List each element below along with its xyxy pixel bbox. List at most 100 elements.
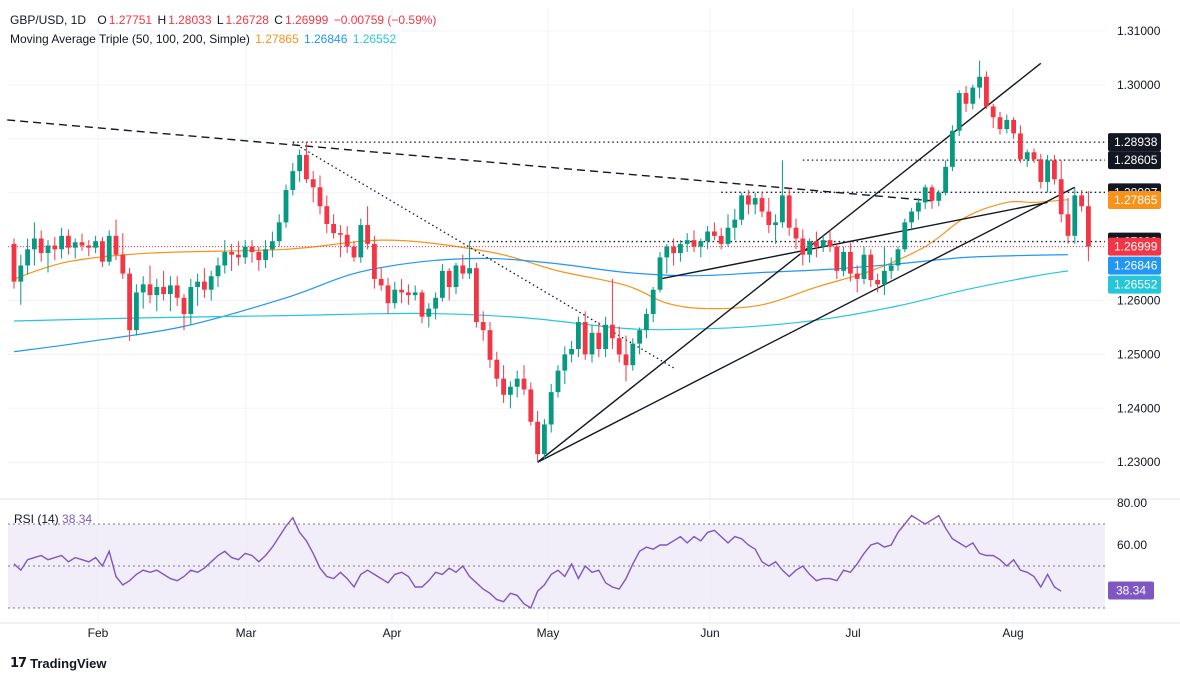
change-value: −0.00759 (−0.59%) (333, 13, 437, 27)
candle-body (25, 249, 30, 266)
candle-body (956, 92, 962, 131)
candle (1031, 148, 1037, 164)
tradingview-logo[interactable]: 17 TradingView (10, 656, 106, 671)
candle-body (181, 297, 187, 314)
candle (365, 206, 370, 250)
candle-body (1079, 195, 1084, 207)
candle-body (11, 243, 17, 282)
candle-body (480, 322, 486, 331)
level-price-label: 1.28938 (1114, 135, 1158, 149)
candle-body (453, 265, 459, 288)
candle-body (1004, 119, 1010, 130)
price-tag-ma50 (1108, 190, 1161, 209)
candle-body (406, 292, 411, 296)
candle (827, 230, 833, 252)
rsi-value-tag (1108, 581, 1154, 600)
candle-body (868, 254, 874, 281)
candle-body (446, 270, 452, 288)
tradingview-logo-icon: 17 (10, 656, 27, 671)
time-axis-tick-label: Aug (1002, 626, 1023, 640)
candle-body (780, 195, 785, 223)
candle (372, 235, 377, 289)
candle (746, 190, 751, 215)
candle (528, 382, 534, 426)
candle-body (1011, 119, 1016, 134)
candle (610, 278, 615, 350)
candle-body (807, 241, 812, 255)
candle (487, 322, 493, 368)
low-label: L (216, 13, 224, 27)
candle (725, 214, 731, 247)
candle (909, 207, 914, 231)
candle-body (922, 187, 928, 203)
time-axis-tick-label: Apr (383, 626, 402, 640)
price-tag-last_label (1108, 237, 1161, 256)
candle-body (474, 268, 479, 323)
candle (113, 219, 119, 261)
candle (548, 384, 554, 433)
candle (644, 308, 649, 339)
candle-body (528, 389, 534, 422)
candle-body (678, 243, 683, 254)
candle-body (1052, 160, 1057, 180)
candle-body (644, 313, 649, 331)
candle-body (1038, 159, 1044, 182)
candle-body (127, 273, 132, 331)
candle (630, 338, 636, 371)
candle (1086, 191, 1091, 262)
candle-body (344, 234, 350, 247)
candle-body (202, 281, 207, 290)
candle-body (494, 359, 500, 379)
candle-body (548, 392, 554, 425)
candle-body (283, 190, 289, 223)
ma50-value: 1.27865 (255, 32, 299, 46)
candle (650, 287, 656, 323)
candle-body (691, 240, 697, 247)
candle-body (351, 246, 357, 258)
candle-body (86, 245, 92, 248)
candle-body (902, 222, 908, 250)
candle-body (562, 354, 568, 371)
candle (93, 235, 98, 254)
candle-body (589, 332, 595, 355)
candle (793, 218, 799, 250)
candle (535, 410, 540, 463)
price-axis-tick-label: 1.26000 (1117, 294, 1161, 308)
candle-body (392, 289, 398, 304)
open-label: O (97, 13, 107, 27)
candle (555, 365, 561, 398)
candle-body (460, 265, 466, 274)
candle (188, 278, 194, 325)
candle-body (725, 227, 731, 244)
candle (637, 327, 642, 355)
candle-body (875, 280, 880, 285)
candle (467, 241, 472, 279)
candle (446, 268, 452, 301)
candle (807, 238, 812, 263)
rsi-band (8, 524, 1105, 608)
candle-body (270, 241, 275, 250)
rsi-line (13, 514, 1062, 610)
candle-body (168, 285, 173, 295)
candle-body (106, 235, 112, 262)
trendline-solid (537, 186, 1076, 463)
candle-body (32, 238, 37, 250)
candle-body (657, 257, 663, 290)
candle (929, 184, 935, 209)
candle (168, 276, 173, 312)
ohlc-header: GBP/USD, 1D O 1.27751 H 1.28033 L 1.26728 C… (10, 13, 438, 27)
candle-body (718, 235, 724, 244)
candle-body (739, 195, 744, 220)
candle (32, 222, 37, 266)
candle-body (888, 265, 894, 271)
candle (800, 229, 806, 266)
candle (86, 240, 92, 257)
candle-body (100, 241, 105, 262)
candle (1072, 187, 1078, 244)
candle (678, 240, 683, 262)
candle (902, 218, 908, 252)
candle-body (535, 421, 540, 455)
candle (208, 270, 214, 301)
ma-50-line (13, 199, 1069, 310)
